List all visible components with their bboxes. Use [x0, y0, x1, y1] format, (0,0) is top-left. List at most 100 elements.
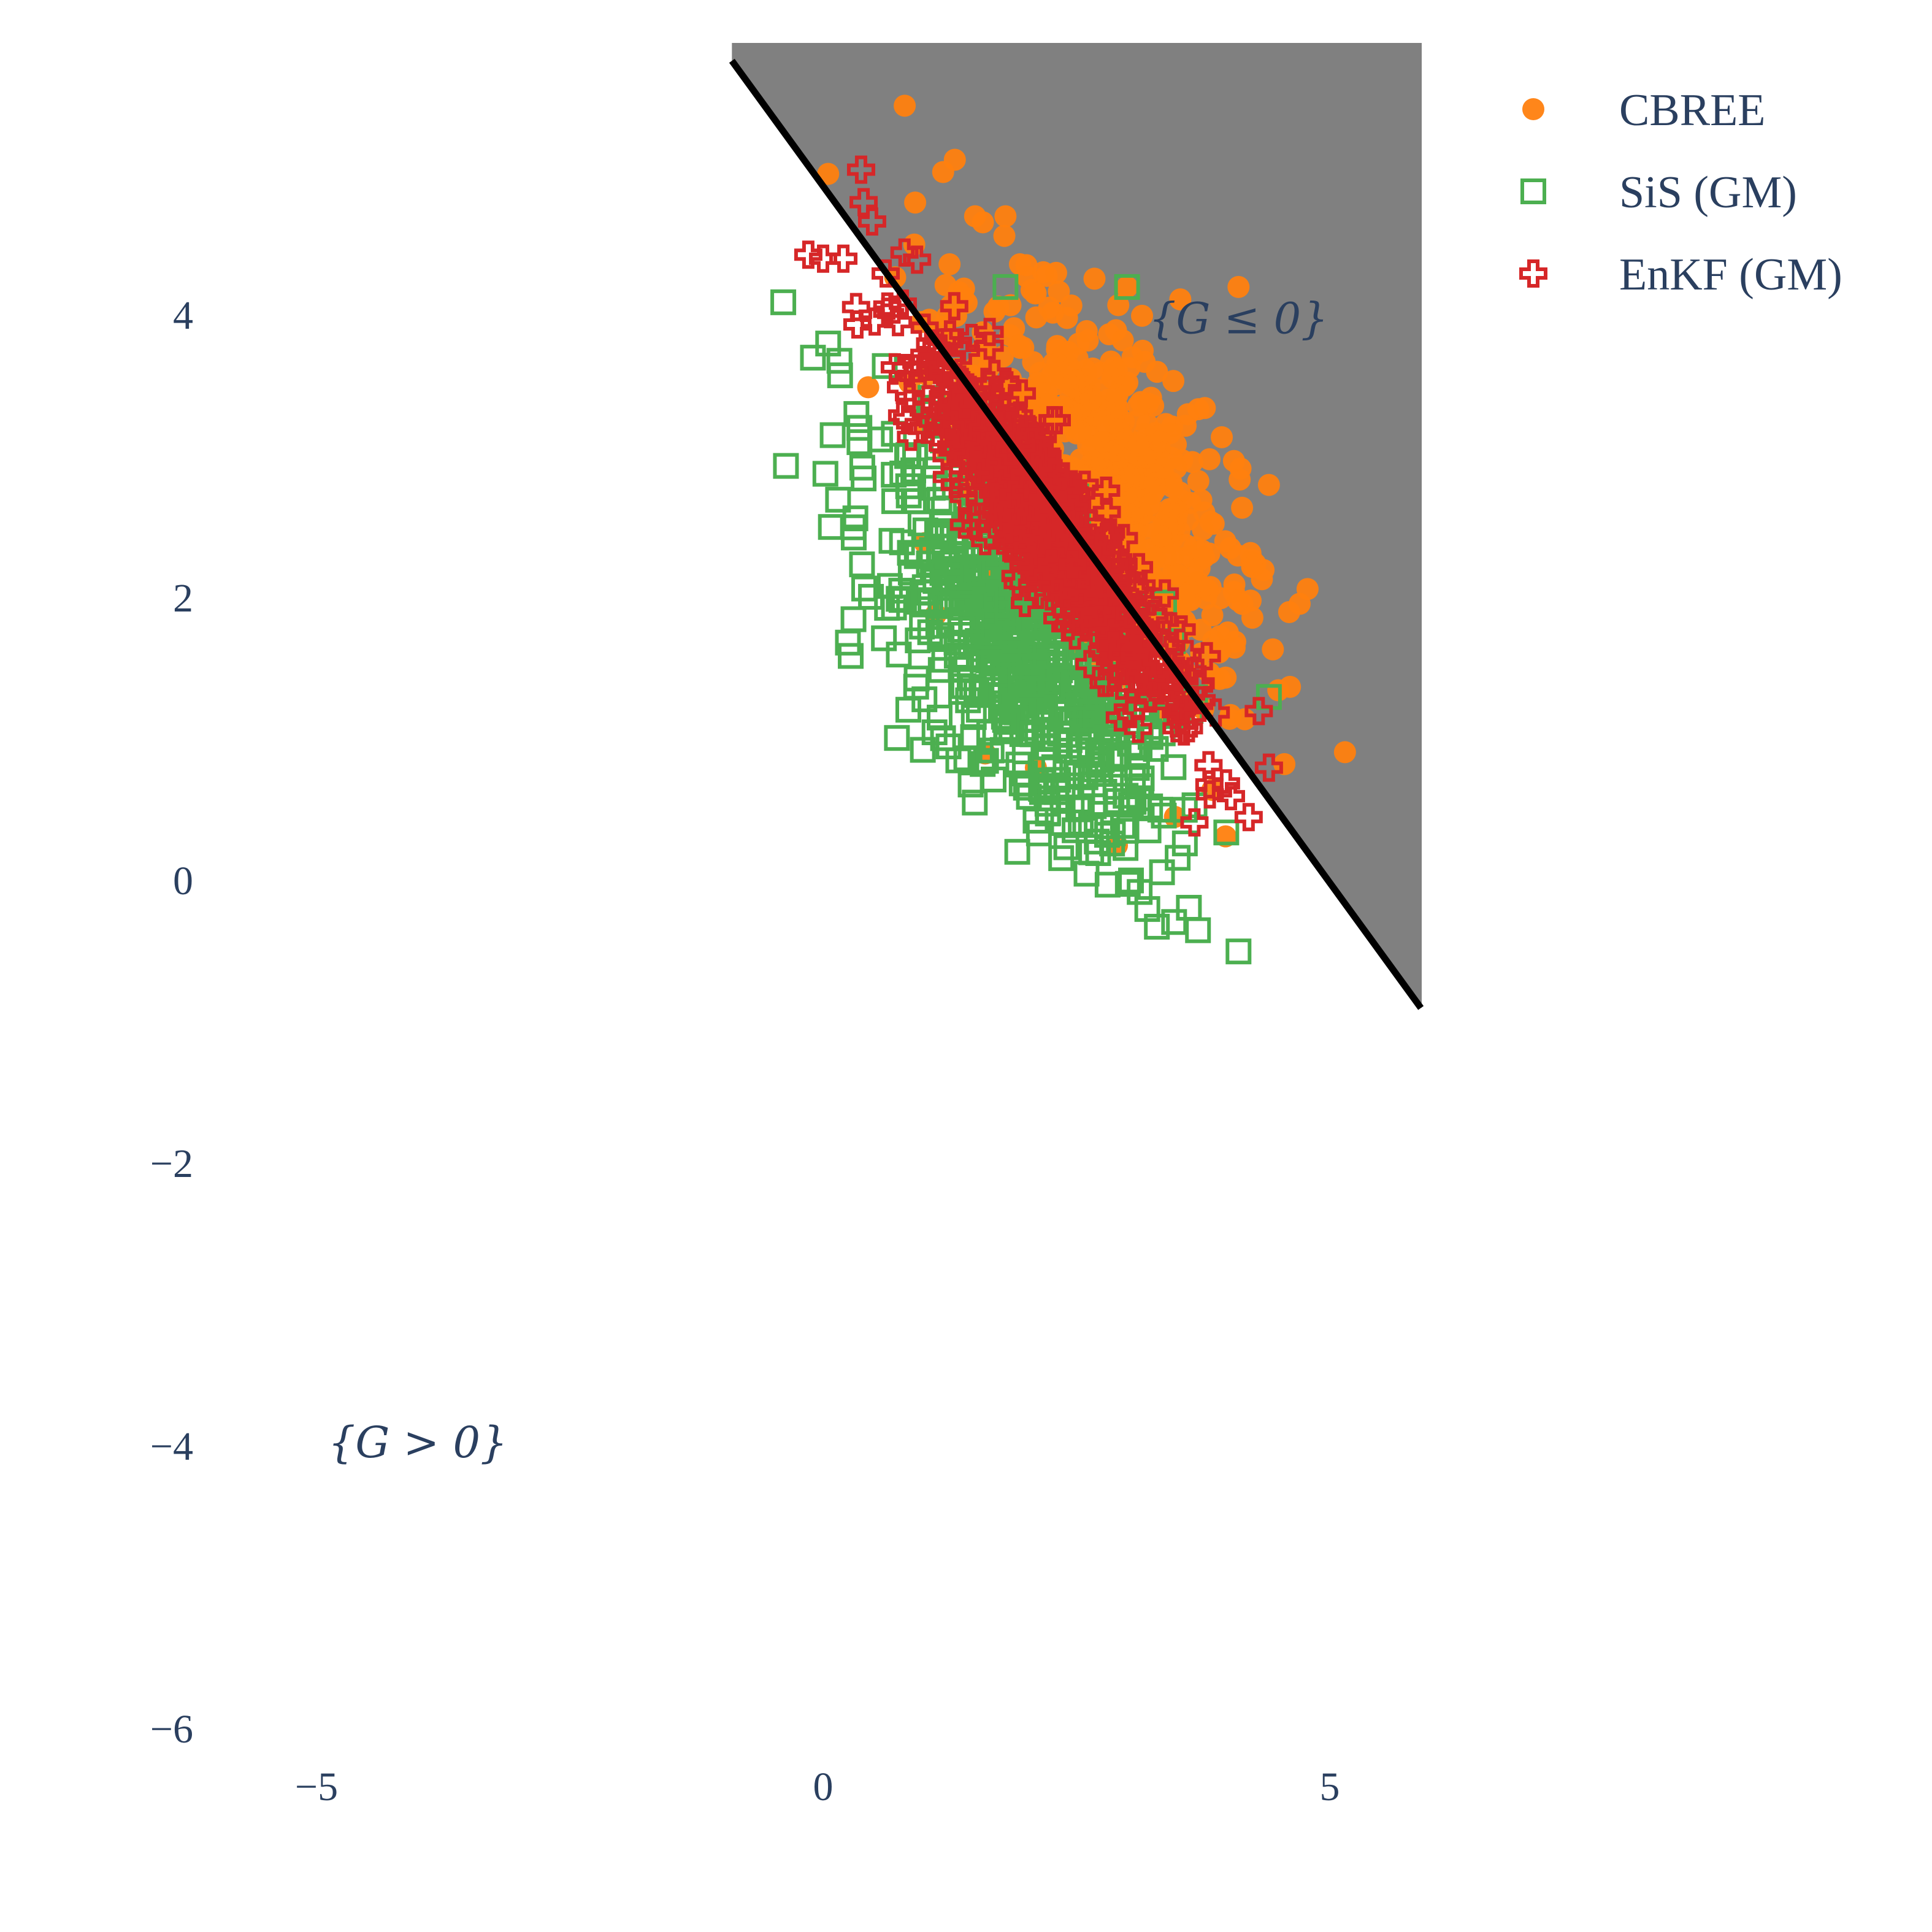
- enkf-gm-point: [1087, 598, 1116, 627]
- sis-gm-point: [1073, 861, 1100, 887]
- enkf-gm-point: [1180, 808, 1209, 837]
- cbree-point: [1229, 468, 1251, 491]
- enkf-gm-point: [1070, 550, 1098, 578]
- sis-gm-point: [948, 644, 975, 670]
- cbree-point: [1227, 275, 1250, 298]
- sis-gm-point: [959, 561, 986, 587]
- x-axis-ticks: −5 0 5: [295, 1765, 1340, 1809]
- cbree-point: [1231, 496, 1254, 519]
- enkf-gm-point: [949, 510, 978, 539]
- enkf-gm-point: [829, 244, 858, 273]
- sis-gm-point: [849, 551, 875, 578]
- sis-gm-point: [995, 640, 1022, 667]
- failure-domain-label: {G ≤ 0}: [1149, 294, 1328, 344]
- enkf-gm-point: [1043, 604, 1071, 633]
- cbree-point: [904, 191, 927, 214]
- sis-gm-point: [950, 673, 976, 699]
- sis-gm-point: [895, 482, 922, 508]
- cbree-point: [964, 205, 986, 228]
- sis-gm-point: [919, 537, 945, 563]
- enkf-gm-point: [880, 353, 909, 381]
- enkf-gm-point: [1094, 526, 1123, 554]
- enkf-gm-point: [949, 483, 978, 512]
- sis-gm-point: [815, 331, 841, 357]
- sis-gm-point: [849, 454, 875, 481]
- cbree-point: [1176, 403, 1199, 426]
- sis-gm-point: [895, 697, 921, 723]
- cbree-point: [1127, 434, 1149, 457]
- cbree-point: [1218, 708, 1241, 730]
- cbree-point: [1069, 448, 1092, 471]
- enkf-gm-point: [857, 207, 886, 236]
- safe-domain-label: {G > 0}: [328, 1417, 508, 1468]
- sis-gm-point: [976, 623, 1003, 650]
- cbree-point: [1132, 339, 1154, 362]
- cbree-point: [993, 224, 1016, 247]
- sis-gm-point: [773, 453, 799, 479]
- sis-gm-point: [1060, 706, 1086, 732]
- sis-gm-point: [1084, 829, 1110, 855]
- sis-gm-point: [872, 353, 898, 379]
- y-tick-label: −2: [150, 1141, 193, 1186]
- sis-gm-point: [1088, 729, 1114, 755]
- sis-gm-point: [965, 697, 992, 723]
- cbree-point: [1165, 456, 1187, 479]
- cbree-point: [1161, 475, 1184, 498]
- enkf-gm-point: [1064, 607, 1092, 636]
- x-tick-label: −5: [295, 1765, 338, 1809]
- enkf-gm-point: [843, 310, 872, 339]
- limit-state-line: [729, 58, 1424, 1010]
- sis-gm-point: [1135, 817, 1162, 843]
- enkf-gm-point: [1108, 640, 1137, 669]
- sis-gm-point: [1035, 800, 1061, 826]
- enkf-gm-point: [993, 371, 1022, 400]
- enkf-gm-point: [951, 336, 980, 365]
- cbree-point: [1136, 413, 1159, 435]
- sis-gm-point: [1078, 756, 1104, 783]
- cbree-point: [1175, 534, 1197, 556]
- sis-gm-point: [812, 461, 838, 487]
- sis-gm-point: [994, 708, 1021, 735]
- enkf-gm-point: [1195, 770, 1224, 799]
- sis-gm-point: [1176, 895, 1202, 921]
- cbree-point: [1003, 317, 1025, 340]
- cbree-point: [1029, 375, 1051, 398]
- sis-gm-point: [968, 677, 995, 703]
- cbree-point: [1190, 489, 1213, 512]
- y-tick-label: −4: [150, 1424, 193, 1469]
- sis-gm-point: [1185, 917, 1211, 943]
- enkf-gm-point: [980, 359, 1009, 388]
- legend-item: EnKF (GM): [1519, 250, 1842, 300]
- cbree-point: [1169, 288, 1192, 311]
- sis-gm-point: [1019, 721, 1046, 748]
- enkf-gm-point: [1035, 513, 1064, 542]
- sis-gm-point: [1033, 773, 1059, 799]
- sis-gm-point: [1171, 830, 1198, 857]
- enkf-gm-point: [846, 155, 875, 184]
- enkf-gm-point: [1092, 497, 1121, 526]
- enkf-gm-point: [940, 292, 968, 321]
- y-tick-label: 0: [173, 859, 193, 903]
- sis-gm-point: [1113, 783, 1139, 809]
- enkf-gm-point: [1094, 669, 1122, 697]
- y-tick-label: −6: [150, 1707, 193, 1752]
- cbree-point: [1101, 367, 1124, 389]
- sis-gm-point: [871, 625, 897, 651]
- cbree-point: [1198, 448, 1221, 470]
- cbree-point: [1138, 515, 1161, 538]
- points-layer: [770, 94, 1356, 965]
- legend-label: SiS (GM): [1619, 167, 1797, 218]
- cbree-point: [1108, 409, 1131, 432]
- cbree-point: [1195, 587, 1217, 610]
- enkf-gm-point: [986, 508, 1014, 537]
- sis-gm-point: [1032, 694, 1059, 721]
- sis-gm-point: [867, 426, 894, 453]
- sis-gm-point: [1149, 859, 1175, 886]
- sis-gm-point: [818, 514, 844, 540]
- cbree-point: [1296, 578, 1319, 600]
- cbree-point: [1278, 601, 1300, 624]
- enkf-gm-point: [887, 373, 916, 402]
- enkf-gm-point: [991, 394, 1020, 423]
- sis-gm-point: [1053, 834, 1079, 861]
